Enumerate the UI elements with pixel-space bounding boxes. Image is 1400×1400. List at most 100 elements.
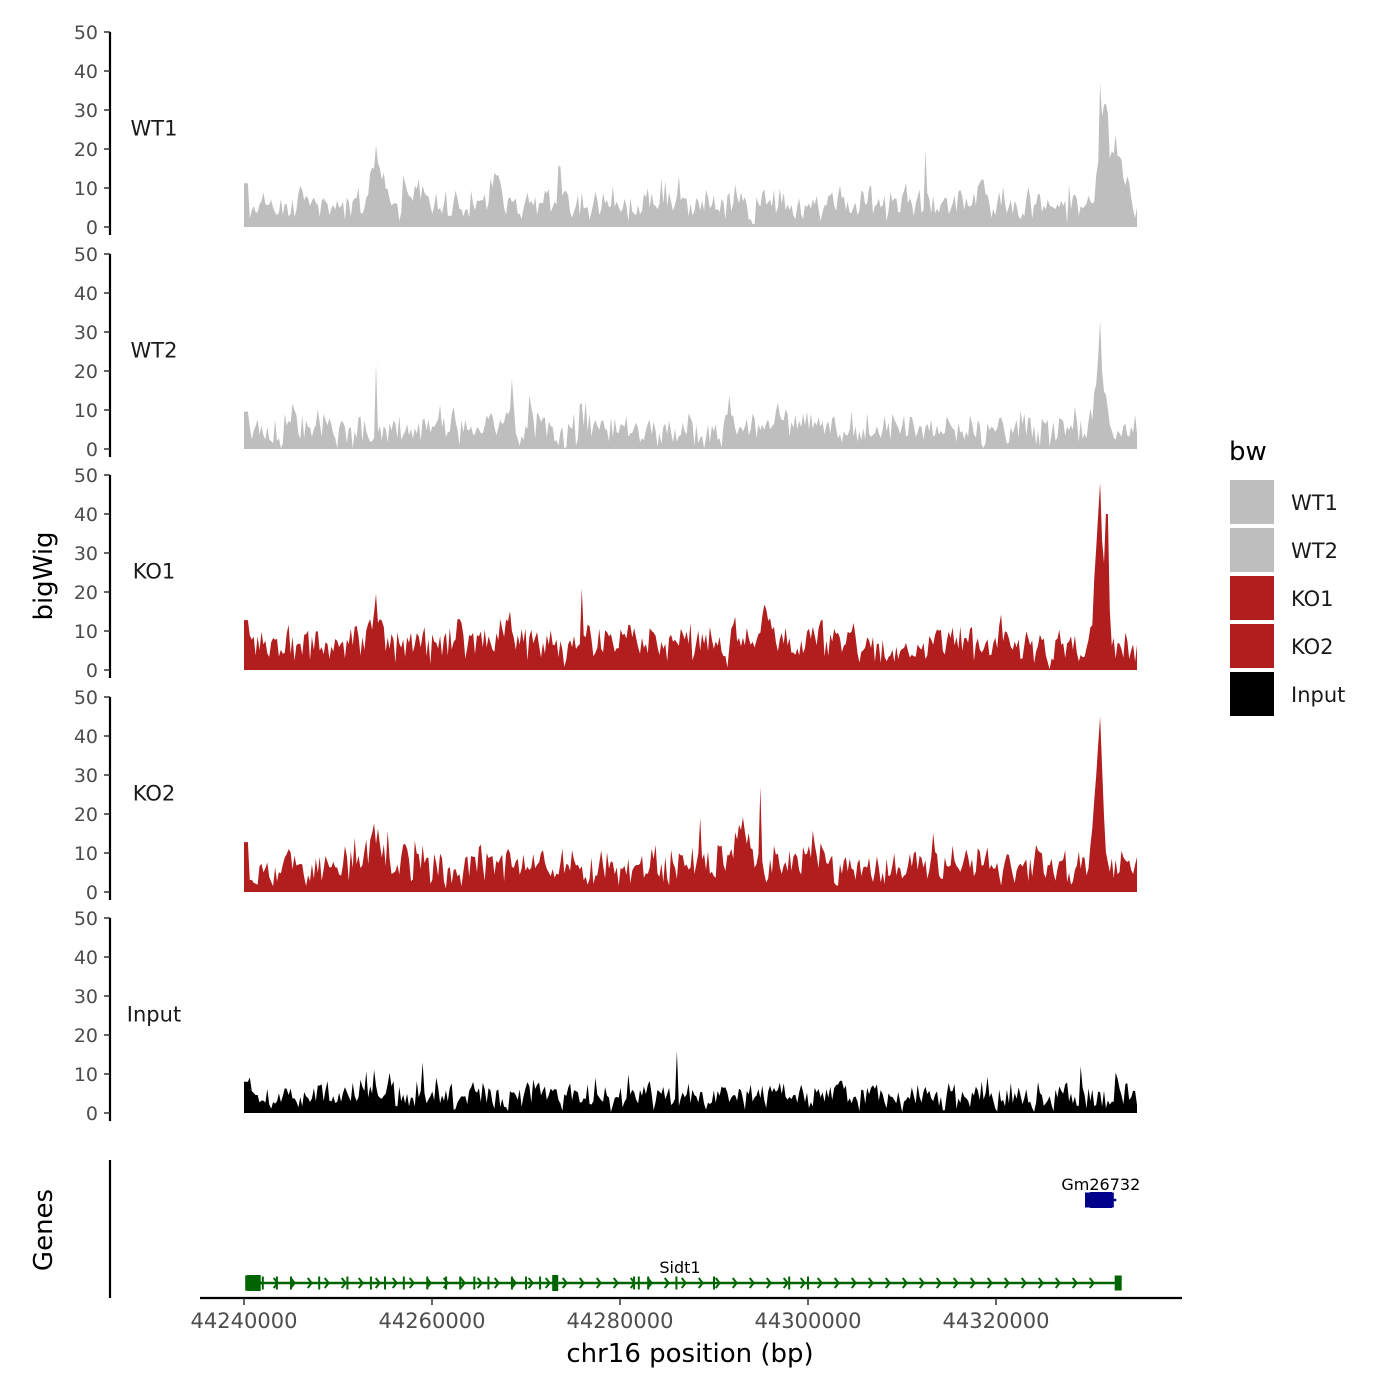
strand-arrow: [935, 1277, 942, 1289]
y-tick-label: 30: [74, 100, 98, 122]
y-tick-label: 10: [74, 1064, 98, 1086]
legend-title: bw: [1229, 437, 1267, 467]
legend-label: KO1: [1291, 587, 1334, 611]
strand-arrow: [544, 1277, 551, 1289]
exon: [261, 1276, 264, 1290]
bigwig-tracks: 0 10 20 30 40 50 WT1 0 10 20 30 40 50 WT2 0 10 20 30 40 50 K…: [74, 22, 1137, 1125]
strand-arrow: [1037, 1277, 1044, 1289]
strand-arrow: [799, 1277, 806, 1289]
x-axis: 44240000 44260000 44280000 44300000 44320000: [191, 1296, 1182, 1333]
legend-label: KO2: [1291, 635, 1334, 659]
y-tick-label: 20: [74, 582, 98, 604]
coverage-area-input: [244, 1050, 1137, 1113]
x-tick-label: 44320000: [943, 1309, 1050, 1333]
y-tick-label: 30: [74, 765, 98, 787]
strand-arrow: [510, 1277, 517, 1289]
legend-label: WT2: [1291, 539, 1338, 563]
legend-item-ko1: KO1: [1230, 576, 1334, 620]
track-ko2: 0 10 20 30 40 50 KO2: [74, 687, 1137, 904]
y-tick-label: 20: [74, 1025, 98, 1047]
strand-arrow: [918, 1277, 925, 1289]
exon: [1114, 1275, 1122, 1291]
y-tick-label: 40: [74, 61, 98, 83]
legend-label: WT1: [1291, 491, 1338, 515]
y-tick-label: 0: [86, 882, 98, 904]
legend-swatch: [1230, 576, 1274, 620]
strand-arrow: [374, 1277, 381, 1289]
y-tick-label: 30: [74, 986, 98, 1008]
track-wt1: 0 10 20 30 40 50 WT1: [74, 22, 1137, 239]
legend-swatch: [1230, 672, 1274, 716]
strand-arrow: [289, 1277, 296, 1289]
exon: [246, 1275, 261, 1291]
exon: [402, 1276, 405, 1290]
y-tick-label: 30: [74, 322, 98, 344]
exon: [1090, 1192, 1112, 1208]
y-tick-label: 40: [74, 504, 98, 526]
y-tick-label: 10: [74, 400, 98, 422]
strand-arrow: [714, 1277, 721, 1289]
exon: [788, 1276, 791, 1290]
strand-arrow: [748, 1277, 755, 1289]
legend-item-wt2: WT2: [1230, 528, 1338, 572]
y-tick-label: 0: [86, 1103, 98, 1125]
strand-arrow: [731, 1277, 738, 1289]
y-tick-label: 50: [74, 244, 98, 266]
y-tick-label: 40: [74, 283, 98, 305]
y-tick-label: 0: [86, 439, 98, 461]
legend-item-wt1: WT1: [1230, 480, 1338, 524]
track-label: WT2: [131, 338, 178, 362]
track-label: KO1: [133, 559, 176, 583]
exon: [384, 1276, 386, 1290]
exon: [369, 1276, 372, 1290]
y-tick-label: 50: [74, 908, 98, 930]
y-tick-label: 0: [86, 217, 98, 239]
coverage-area-wt1: [244, 82, 1137, 227]
strand-arrow: [595, 1277, 602, 1289]
y-tick-label: 40: [74, 947, 98, 969]
strand-arrow: [340, 1277, 347, 1289]
y-axis-title: bigWig: [29, 531, 59, 620]
strand-arrow: [969, 1277, 976, 1289]
strand-arrow: [561, 1277, 568, 1289]
strand-arrow: [816, 1277, 823, 1289]
exon: [275, 1276, 278, 1290]
track-label: WT1: [131, 116, 178, 140]
y-tick-label: 40: [74, 726, 98, 748]
genes-panel: Sidt1 Gm26732: [108, 1160, 1140, 1298]
strand-arrow: [476, 1277, 483, 1289]
y-tick-label: 10: [74, 843, 98, 865]
exon: [647, 1276, 650, 1290]
strand-arrow: [578, 1277, 585, 1289]
strand-arrow: [612, 1277, 619, 1289]
strand-arrow: [459, 1277, 466, 1289]
strand-arrow: [1054, 1277, 1061, 1289]
strand-arrow: [323, 1277, 330, 1289]
gene-label: Gm26732: [1061, 1175, 1140, 1194]
strand-arrow: [782, 1277, 789, 1289]
exon: [473, 1276, 476, 1290]
exon: [445, 1276, 448, 1290]
track-label: KO2: [133, 781, 176, 805]
strand-arrow: [680, 1277, 687, 1289]
exon: [290, 1276, 292, 1290]
legend-item-ko2: KO2: [1230, 624, 1334, 668]
strand-arrow: [986, 1277, 993, 1289]
strand-arrow: [833, 1277, 840, 1289]
x-tick-label: 44260000: [379, 1309, 486, 1333]
x-tick-label: 44280000: [567, 1309, 674, 1333]
legend-swatch: [1230, 624, 1274, 668]
y-tick-label: 50: [74, 465, 98, 487]
legend: bw WT1 WT2 KO1 KO2 Input: [1229, 437, 1345, 716]
legend-label: Input: [1291, 683, 1345, 707]
strand-arrow: [1088, 1277, 1095, 1289]
exon: [459, 1276, 462, 1290]
exon: [637, 1276, 640, 1290]
exon: [487, 1276, 490, 1290]
strand-arrow: [1071, 1277, 1078, 1289]
gene-sidt1: Sidt1: [245, 1258, 1122, 1291]
strand-arrow: [850, 1277, 857, 1289]
strand-arrow: [408, 1277, 415, 1289]
exon: [552, 1275, 559, 1291]
